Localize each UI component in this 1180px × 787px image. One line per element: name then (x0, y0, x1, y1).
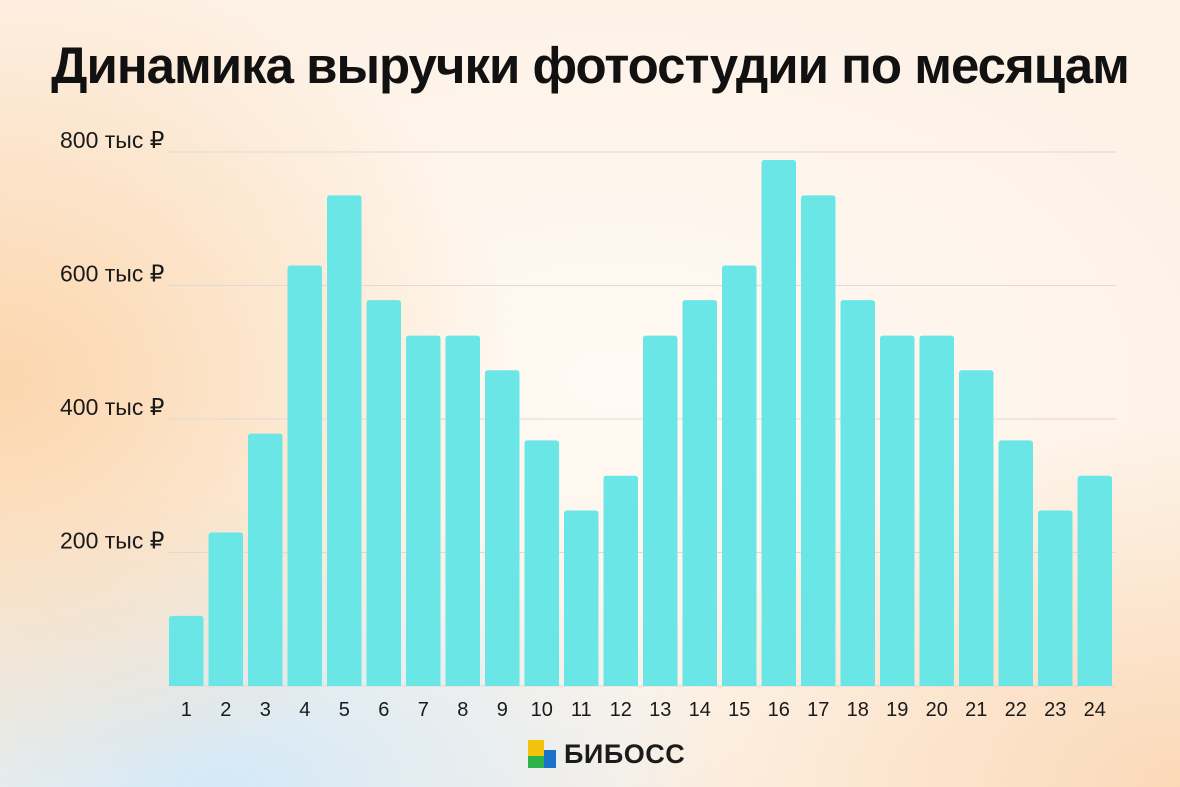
x-tick-label: 2 (220, 699, 231, 721)
bar-month-9 (485, 370, 520, 686)
y-axis-ticks: 200 тыс ₽ 400 тыс ₽ 600 тыс ₽ 800 тыс ₽ (60, 127, 164, 554)
bar-month-20 (919, 335, 954, 686)
bar-month-7 (406, 335, 441, 686)
x-axis-ticks: 1 2 3 4 5 6 7 8 9 10 11 12 13 14 15 16 17 18 19 20 21 22 23 24 (181, 699, 1106, 721)
brand-logo: БИБОСС (528, 739, 685, 769)
x-tick-label: 23 (1044, 699, 1066, 721)
x-tick-label: 14 (689, 699, 711, 721)
bar-month-23 (1038, 510, 1073, 686)
x-tick-label: 12 (610, 699, 632, 721)
x-tick-label: 22 (1005, 699, 1027, 721)
x-tick-label: 10 (531, 699, 553, 721)
x-tick-label: 18 (847, 699, 869, 721)
bar-month-1 (169, 615, 204, 686)
x-tick-label: 17 (807, 699, 829, 721)
bar-month-18 (840, 300, 875, 686)
x-tick-label: 3 (260, 699, 271, 721)
gridlines (168, 151, 1116, 687)
x-tick-label: 21 (965, 699, 987, 721)
x-tick-label: 13 (649, 699, 671, 721)
x-tick-label: 24 (1084, 699, 1106, 721)
bar-month-24 (1077, 475, 1112, 686)
bar-month-4 (287, 265, 322, 686)
bar-month-22 (998, 440, 1033, 686)
bar-month-21 (959, 370, 994, 686)
x-tick-label: 5 (339, 699, 350, 721)
brand-name: БИБОСС (564, 738, 686, 769)
y-tick-label: 400 тыс ₽ (60, 394, 164, 420)
bar-month-11 (564, 510, 599, 686)
x-tick-label: 19 (886, 699, 908, 721)
x-tick-label: 16 (768, 699, 790, 721)
bar-month-8 (445, 335, 480, 686)
bars (169, 160, 1112, 686)
bar-month-5 (327, 195, 362, 686)
bar-month-14 (682, 300, 717, 686)
x-tick-label: 9 (497, 699, 508, 721)
x-tick-label: 6 (378, 699, 389, 721)
x-tick-label: 4 (299, 699, 310, 721)
y-tick-label: 800 тыс ₽ (60, 127, 164, 153)
bibos-logo-icon (528, 740, 556, 768)
y-tick-label: 600 тыс ₽ (60, 261, 164, 287)
bar-month-6 (366, 300, 401, 686)
bar-month-13 (643, 335, 678, 686)
bar-month-17 (801, 195, 836, 686)
bar-month-16 (761, 160, 796, 686)
bar-month-3 (248, 433, 283, 686)
bar-month-2 (208, 532, 243, 686)
bar-month-10 (524, 440, 559, 686)
x-tick-label: 8 (457, 699, 468, 721)
bar-month-15 (722, 265, 757, 686)
bar-month-19 (880, 335, 915, 686)
chart-title: Динамика выручки фотостудии по месяцам (51, 37, 1130, 94)
x-tick-label: 15 (728, 699, 750, 721)
x-tick-label: 1 (181, 699, 192, 721)
bar-month-12 (603, 475, 638, 686)
x-tick-label: 20 (926, 699, 948, 721)
x-tick-label: 11 (571, 699, 592, 721)
x-tick-label: 7 (418, 699, 429, 721)
y-tick-label: 200 тыс ₽ (60, 528, 164, 554)
